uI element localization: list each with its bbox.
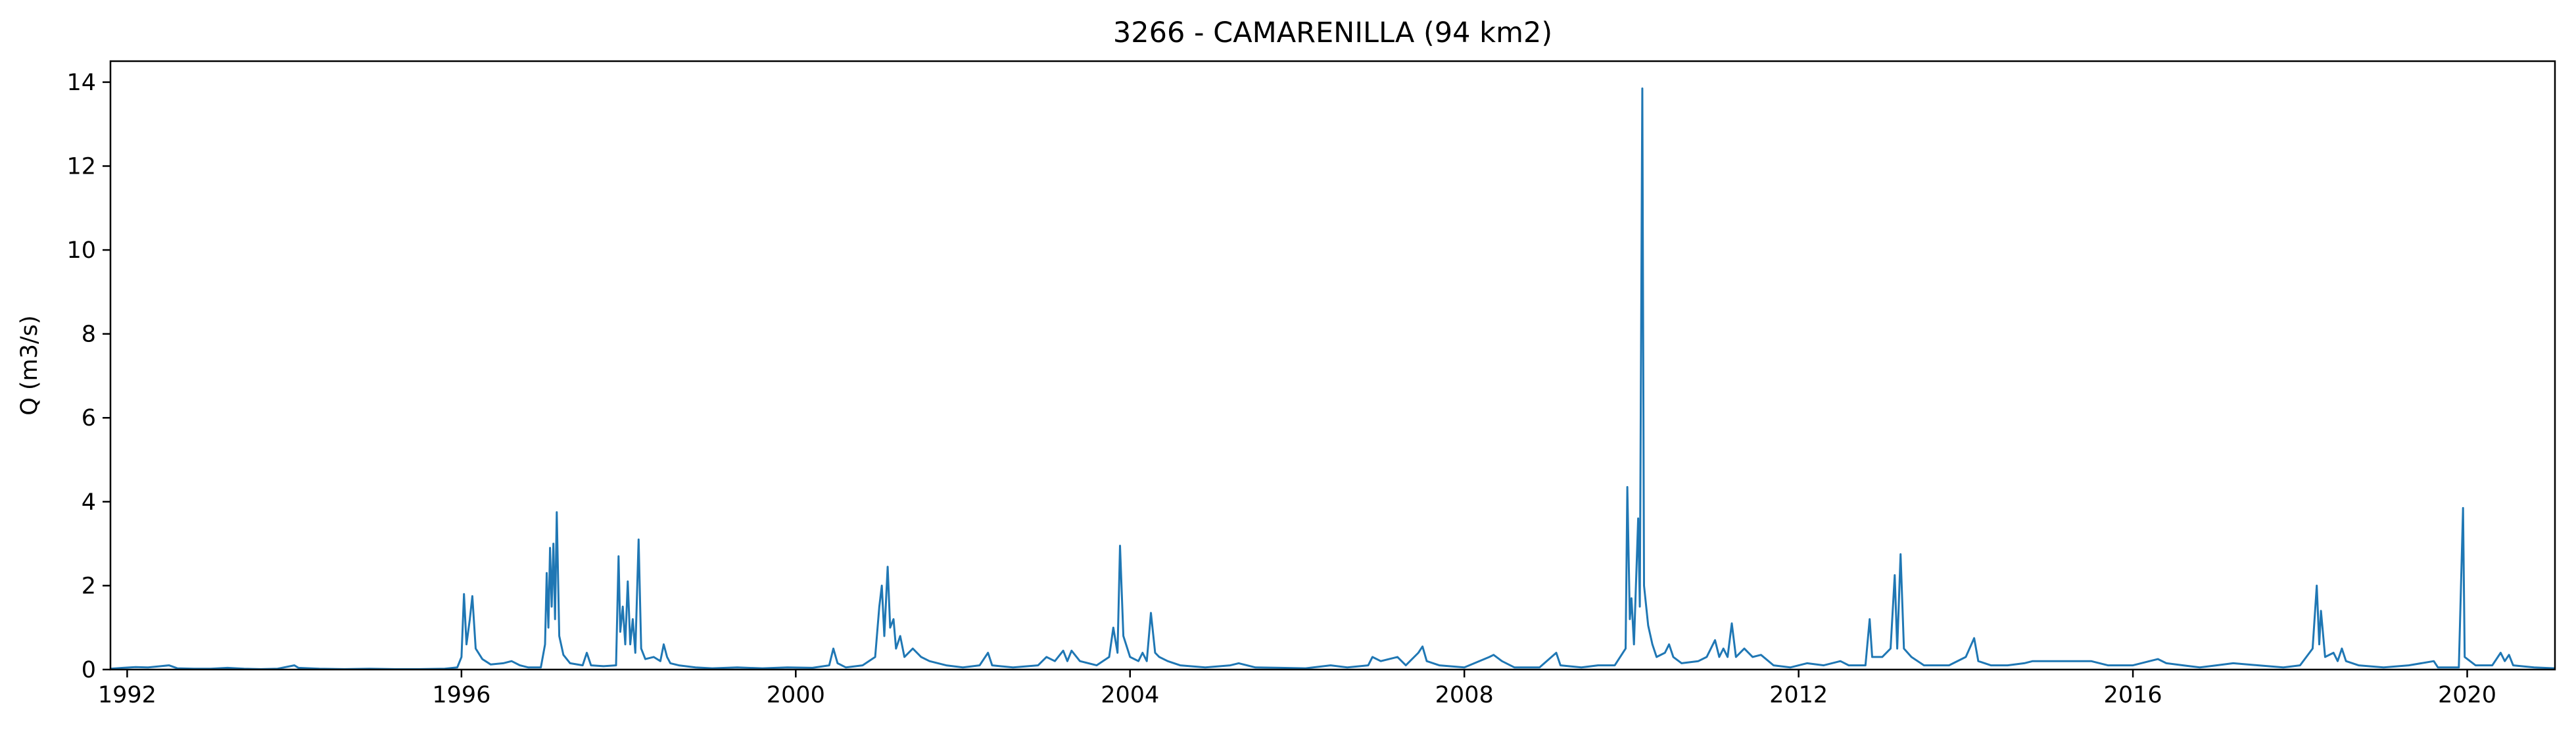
x-tick-label: 2012 bbox=[1769, 682, 1828, 708]
x-tick-label: 2008 bbox=[1435, 682, 1494, 708]
x-tick-label: 2000 bbox=[767, 682, 825, 708]
y-tick-label: 14 bbox=[66, 70, 96, 96]
y-tick-label: 10 bbox=[66, 237, 96, 264]
x-tick-label: 2004 bbox=[1101, 682, 1159, 708]
x-tick-label: 2016 bbox=[2104, 682, 2162, 708]
y-axis-label: Q (m3/s) bbox=[16, 315, 43, 415]
y-tick-label: 6 bbox=[82, 405, 96, 431]
y-tick-label: 8 bbox=[82, 322, 96, 348]
y-tick-label: 0 bbox=[82, 657, 96, 683]
chart-title: 3266 - CAMARENILLA (94 km2) bbox=[1113, 16, 1552, 49]
x-tick-label: 1996 bbox=[432, 682, 490, 708]
x-tick-label: 1992 bbox=[98, 682, 156, 708]
y-tick-label: 2 bbox=[82, 573, 96, 599]
y-tick-label: 4 bbox=[82, 489, 96, 516]
y-tick-label: 12 bbox=[66, 153, 96, 180]
x-tick-label: 2020 bbox=[2438, 682, 2496, 708]
